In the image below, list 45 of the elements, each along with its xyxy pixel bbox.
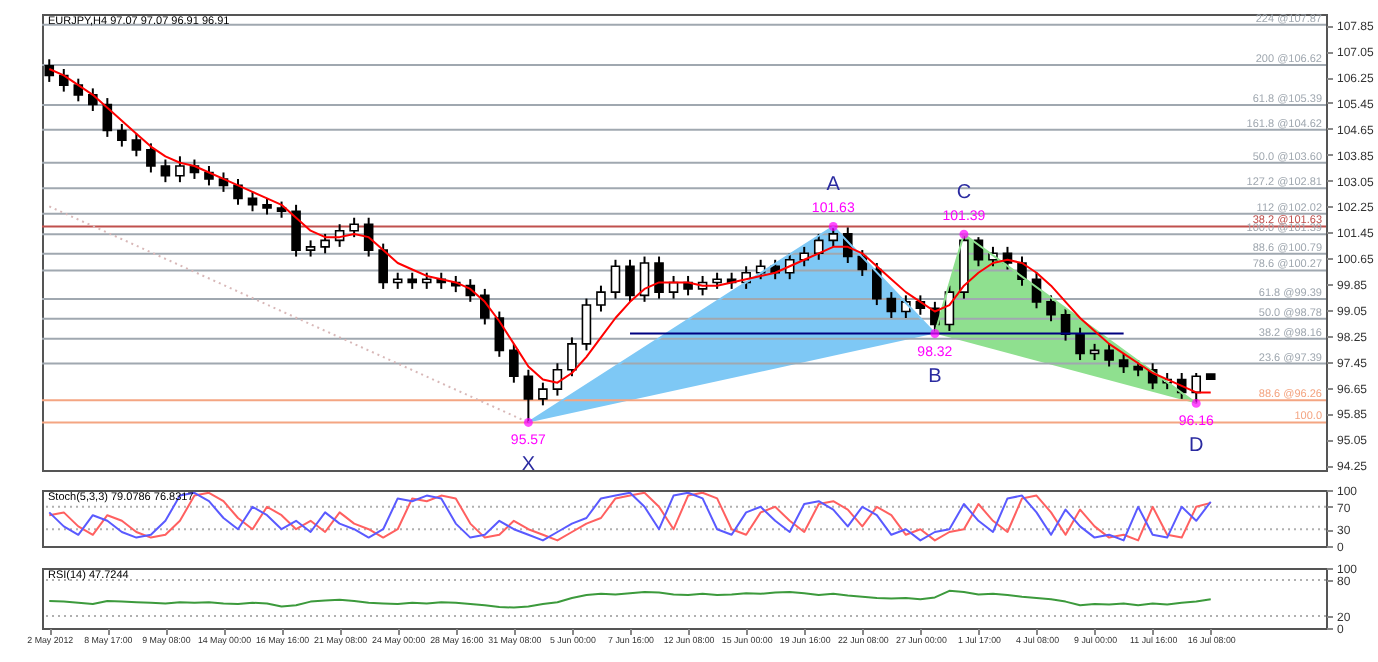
point	[930, 329, 940, 338]
candlestick	[131, 132, 142, 158]
candlestick	[625, 258, 635, 303]
candlestick	[581, 297, 592, 352]
candlestick	[320, 232, 330, 255]
annotation: D	[1188, 435, 1204, 458]
annotation: C	[956, 182, 972, 205]
annotation: B	[928, 365, 943, 388]
candlestick	[523, 368, 534, 424]
candlestick	[1118, 352, 1129, 374]
candlestick	[291, 203, 301, 258]
point	[959, 229, 969, 239]
candlestick	[58, 67, 69, 93]
point	[828, 222, 838, 231]
candlestick	[610, 258, 621, 300]
candlestick	[480, 287, 490, 326]
candlestick	[378, 242, 388, 290]
point	[1191, 398, 1201, 408]
line-series	[48, 589, 1212, 609]
candlestick	[596, 284, 606, 313]
candlestick	[146, 142, 156, 174]
candlestick	[1075, 326, 1085, 362]
candlestick	[160, 158, 171, 184]
candlestick	[509, 342, 519, 384]
candlestick	[1191, 371, 1202, 405]
candlestick	[1046, 294, 1056, 323]
candlestick	[828, 225, 839, 248]
candlestick	[117, 122, 127, 148]
candlestick	[175, 155, 185, 184]
line-series	[48, 491, 1212, 542]
candlestick	[872, 262, 882, 307]
annotation: X	[521, 454, 536, 477]
candlestick	[813, 232, 824, 261]
candlestick	[567, 336, 577, 378]
candlestick	[886, 291, 897, 319]
candlestick	[1104, 342, 1114, 368]
point	[523, 418, 533, 427]
candlestick	[247, 190, 258, 213]
candlestick	[73, 77, 84, 103]
annotation: A	[826, 174, 841, 197]
candlestick	[349, 216, 359, 239]
candlestick	[233, 177, 243, 206]
candlestick	[538, 381, 548, 407]
candlestick	[44, 58, 55, 83]
candlestick	[654, 255, 664, 300]
